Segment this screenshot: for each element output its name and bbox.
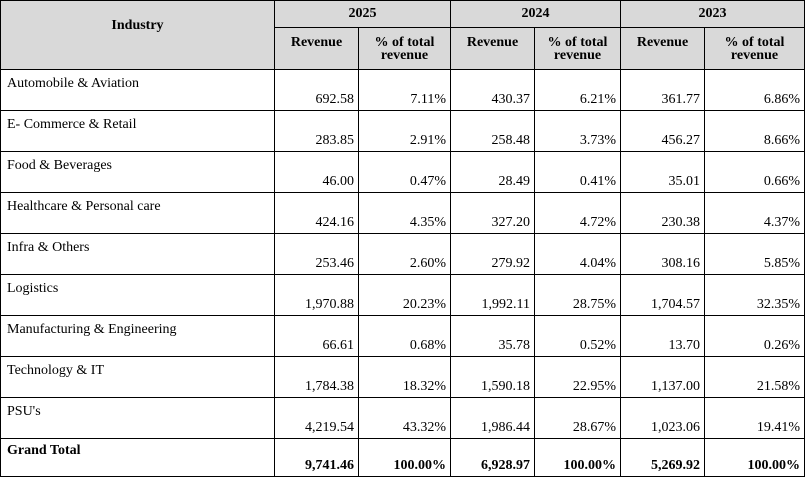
revenue-2025-cell: 9,741.46 <box>274 438 359 477</box>
year-header-2025: 2025 <box>274 0 451 28</box>
table-row: E- Commerce & Retail 283.85 2.91% 258.48 3.7… <box>0 110 805 152</box>
pct-2023-cell: 32.35% <box>704 274 805 316</box>
industry-cell: PSU's <box>0 397 275 439</box>
revenue-2023-cell: 1,023.06 <box>620 397 705 439</box>
pct-2023-cell: 6.86% <box>704 69 805 111</box>
pct-2024-cell: 6.21% <box>534 69 621 111</box>
pct-2025-cell: 2.91% <box>358 110 451 152</box>
revenue-2023-cell: 456.27 <box>620 110 705 152</box>
pct-header-2024: % of total revenue <box>534 27 621 70</box>
pct-2025-cell: 100.00% <box>358 438 451 477</box>
year-header-row: Industry 2025 2024 2023 <box>0 0 805 70</box>
table-row: PSU's 4,219.54 43.32% 1,986.44 28.67% 1,023.0… <box>0 397 805 439</box>
revenue-2024-cell: 1,992.11 <box>450 274 535 316</box>
pct-2023-cell: 0.26% <box>704 315 805 357</box>
pct-2023-cell: 8.66% <box>704 110 805 152</box>
revenue-2023-cell: 230.38 <box>620 192 705 234</box>
revenue-header-2025: Revenue <box>274 27 359 70</box>
revenue-2024-cell: 28.49 <box>450 151 535 193</box>
pct-2024-cell: 4.72% <box>534 192 621 234</box>
industry-cell: Infra & Others <box>0 233 275 275</box>
pct-2025-cell: 20.23% <box>358 274 451 316</box>
revenue-2025-cell: 66.61 <box>274 315 359 357</box>
revenue-2023-cell: 308.16 <box>620 233 705 275</box>
pct-2024-cell: 28.67% <box>534 397 621 439</box>
revenue-2024-cell: 430.37 <box>450 69 535 111</box>
grand-total-row: Grand Total 9,741.46 100.00% 6,928.97 100.00… <box>0 438 805 477</box>
revenue-2025-cell: 46.00 <box>274 151 359 193</box>
revenue-2025-cell: 283.85 <box>274 110 359 152</box>
revenue-2023-cell: 13.70 <box>620 315 705 357</box>
revenue-header-2023: Revenue <box>620 27 705 70</box>
pct-2023-cell: 4.37% <box>704 192 805 234</box>
pct-2023-cell: 19.41% <box>704 397 805 439</box>
revenue-2023-cell: 5,269.92 <box>620 438 705 477</box>
revenue-2024-cell: 1,590.18 <box>450 356 535 398</box>
revenue-2025-cell: 4,219.54 <box>274 397 359 439</box>
pct-2025-cell: 4.35% <box>358 192 451 234</box>
year-header-2024: 2024 <box>450 0 621 28</box>
pct-2025-cell: 2.60% <box>358 233 451 275</box>
revenue-2024-cell: 1,986.44 <box>450 397 535 439</box>
pct-header-2023: % of total revenue <box>704 27 805 70</box>
table-row: Manufacturing & Engineering 66.61 0.68% 35.… <box>0 315 805 357</box>
revenue-2023-cell: 35.01 <box>620 151 705 193</box>
pct-2024-cell: 0.52% <box>534 315 621 357</box>
revenue-2025-cell: 692.58 <box>274 69 359 111</box>
table-row: Automobile & Aviation 692.58 7.11% 430.37 6.… <box>0 69 805 111</box>
industry-header: Industry <box>0 0 275 70</box>
table-row: Infra & Others 253.46 2.60% 279.92 4.04% 308.… <box>0 233 805 275</box>
revenue-2025-cell: 253.46 <box>274 233 359 275</box>
pct-2025-cell: 18.32% <box>358 356 451 398</box>
pct-2023-cell: 5.85% <box>704 233 805 275</box>
pct-2024-cell: 3.73% <box>534 110 621 152</box>
pct-2024-cell: 0.41% <box>534 151 621 193</box>
table-row: Food & Beverages 46.00 0.47% 28.49 0.41% 35.0… <box>0 151 805 193</box>
revenue-header-2024: Revenue <box>450 27 535 70</box>
industry-cell: Food & Beverages <box>0 151 275 193</box>
pct-2025-cell: 43.32% <box>358 397 451 439</box>
table-row: Technology & IT 1,784.38 18.32% 1,590.18 22.… <box>0 356 805 398</box>
industry-cell: Grand Total <box>0 438 275 477</box>
revenue-2025-cell: 1,784.38 <box>274 356 359 398</box>
industry-cell: Manufacturing & Engineering <box>0 315 275 357</box>
pct-2023-cell: 21.58% <box>704 356 805 398</box>
revenue-2024-cell: 279.92 <box>450 233 535 275</box>
revenue-2024-cell: 327.20 <box>450 192 535 234</box>
pct-2025-cell: 0.47% <box>358 151 451 193</box>
pct-2023-cell: 100.00% <box>704 438 805 477</box>
revenue-2025-cell: 424.16 <box>274 192 359 234</box>
pct-2024-cell: 4.04% <box>534 233 621 275</box>
pct-2024-cell: 22.95% <box>534 356 621 398</box>
revenue-2023-cell: 1,137.00 <box>620 356 705 398</box>
pct-2024-cell: 28.75% <box>534 274 621 316</box>
industry-cell: E- Commerce & Retail <box>0 110 275 152</box>
table-body: Automobile & Aviation 692.58 7.11% 430.37 6.… <box>0 69 805 477</box>
pct-2025-cell: 7.11% <box>358 69 451 111</box>
pct-header-2025: % of total revenue <box>358 27 451 70</box>
revenue-2024-cell: 35.78 <box>450 315 535 357</box>
table-row: Healthcare & Personal care 424.16 4.35% 327… <box>0 192 805 234</box>
revenue-2023-cell: 1,704.57 <box>620 274 705 316</box>
industry-cell: Automobile & Aviation <box>0 69 275 111</box>
revenue-2024-cell: 6,928.97 <box>450 438 535 477</box>
revenue-2023-cell: 361.77 <box>620 69 705 111</box>
industry-cell: Technology & IT <box>0 356 275 398</box>
industry-cell: Healthcare & Personal care <box>0 192 275 234</box>
industry-cell: Logistics <box>0 274 275 316</box>
metric-header-row: Revenue % of total revenue Revenue % of … <box>1 27 805 70</box>
revenue-2025-cell: 1,970.88 <box>274 274 359 316</box>
pct-2025-cell: 0.68% <box>358 315 451 357</box>
revenue-2024-cell: 258.48 <box>450 110 535 152</box>
pct-2024-cell: 100.00% <box>534 438 621 477</box>
year-header-2023: 2023 <box>620 0 805 28</box>
pct-2023-cell: 0.66% <box>704 151 805 193</box>
table-row: Logistics 1,970.88 20.23% 1,992.11 28.75% 1,7… <box>0 274 805 316</box>
